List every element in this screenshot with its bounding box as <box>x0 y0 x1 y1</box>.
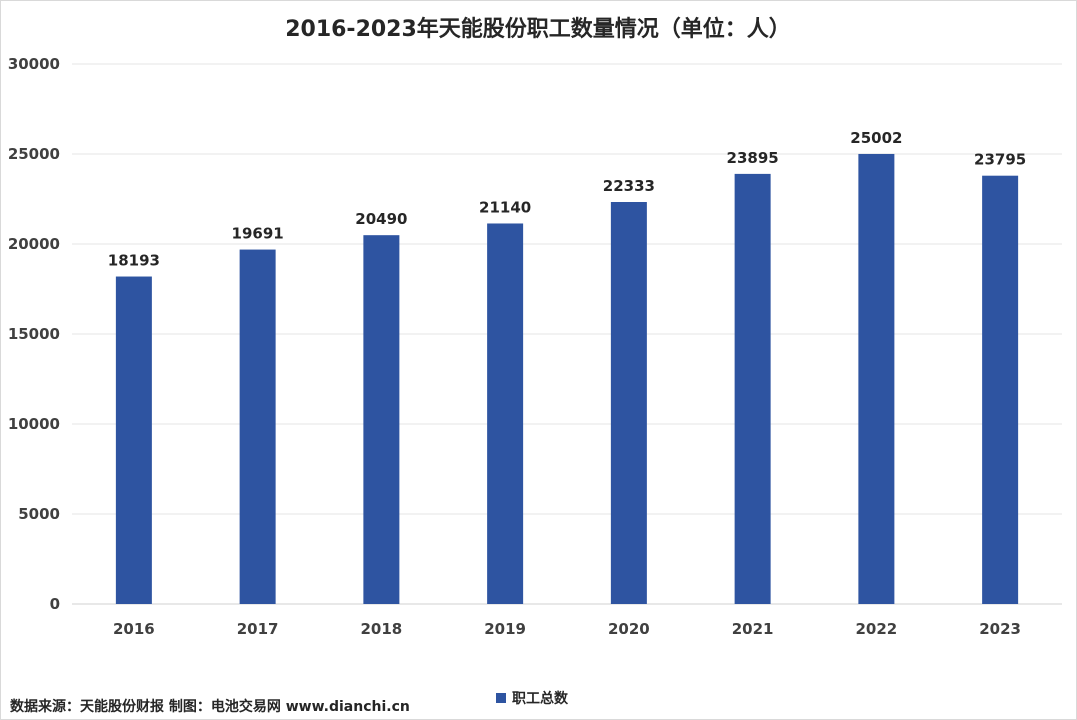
legend-swatch <box>496 693 506 703</box>
data-label-2020: 22333 <box>603 177 655 195</box>
bar-2021 <box>734 173 771 604</box>
data-label-2018: 20490 <box>355 210 407 228</box>
data-label-2023: 23795 <box>974 151 1026 169</box>
data-labels: 18193 19691 20490 21140 22333 23895 25002 23795 <box>108 129 1026 270</box>
x-tick-label-2022: 2022 <box>856 620 898 638</box>
legend-label: 职工总数 <box>512 691 568 707</box>
data-label-2022: 25002 <box>850 129 902 147</box>
data-label-2016: 18193 <box>108 252 160 270</box>
gridlines <box>72 63 1062 605</box>
x-tick-label-2017: 2017 <box>237 620 279 638</box>
bar-2016 <box>115 276 152 604</box>
bar-2022 <box>858 153 895 605</box>
x-tick-label-2019: 2019 <box>484 620 526 638</box>
y-tick-label: 15000 <box>8 325 60 343</box>
source-note: 数据来源：天能股份财报 制图：电池交易网 www.dianchi.cn <box>10 699 410 715</box>
x-tick-label-2023: 2023 <box>979 620 1021 638</box>
bars <box>115 153 1019 605</box>
y-tick-label: 30000 <box>8 55 60 73</box>
data-label-2019: 21140 <box>479 198 531 216</box>
y-tick-label: 5000 <box>18 505 60 523</box>
x-tick-label-2016: 2016 <box>113 620 155 638</box>
chart-title: 2016-2023年天能股份职工数量情况（单位：人） <box>285 16 791 42</box>
x-tick-label-2021: 2021 <box>732 620 774 638</box>
bar-2018 <box>363 235 400 604</box>
data-label-2021: 23895 <box>727 149 779 167</box>
bar-2020 <box>610 202 647 605</box>
y-tick-label: 25000 <box>8 145 60 163</box>
bar-2019 <box>487 223 524 605</box>
x-tick-label-2018: 2018 <box>361 620 403 638</box>
legend: 职工总数 <box>496 688 568 708</box>
y-tick-label: 20000 <box>8 235 60 253</box>
x-axis: 2016 2017 2018 2019 2020 2021 2022 2023 <box>113 620 1021 638</box>
bar-2017 <box>239 249 276 604</box>
bar-2023 <box>982 175 1019 604</box>
data-label-2017: 19691 <box>232 225 284 243</box>
y-tick-label: 10000 <box>8 415 60 433</box>
y-tick-label: 0 <box>50 595 60 613</box>
y-axis: 0 5000 10000 15000 20000 25000 30000 <box>8 55 60 613</box>
x-tick-label-2020: 2020 <box>608 620 650 638</box>
